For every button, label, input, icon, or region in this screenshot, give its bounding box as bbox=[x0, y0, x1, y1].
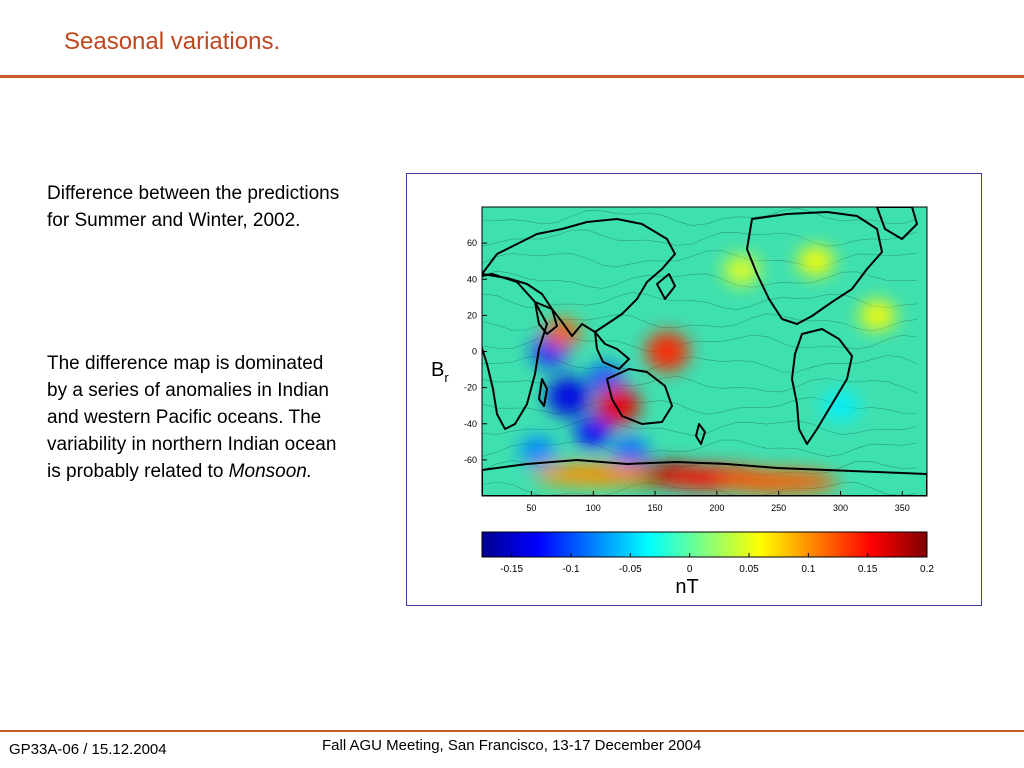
y-tick-label: 40 bbox=[467, 274, 477, 284]
anomaly-blob bbox=[822, 390, 859, 421]
coastline-madagascar bbox=[538, 378, 548, 407]
anomaly-blob bbox=[723, 255, 760, 286]
colorbar-tick-label: 0.2 bbox=[920, 564, 934, 575]
x-tick-label: 50 bbox=[526, 503, 536, 513]
anomaly-blob bbox=[544, 318, 581, 349]
colorbar-tick-label: 0.15 bbox=[858, 564, 878, 575]
anomaly-blob bbox=[546, 376, 591, 417]
coastline-greenland bbox=[876, 207, 918, 240]
map-plot-area bbox=[482, 207, 927, 496]
colorbar-tick-label: 0 bbox=[687, 564, 693, 575]
anomaly-blob bbox=[575, 417, 612, 448]
x-tick-label: 300 bbox=[833, 503, 848, 513]
anomaly-layer bbox=[519, 246, 896, 494]
coastline-africa bbox=[482, 273, 548, 430]
coastline-australia bbox=[606, 368, 673, 425]
map-figure: 50 100 150 200 250 300 350 60 40 20 0 -20 -40 -60 Br… bbox=[406, 173, 982, 606]
contour-line bbox=[482, 270, 918, 289]
variable-label: Br bbox=[431, 359, 449, 385]
contour-line bbox=[482, 313, 918, 332]
coastline-south-america bbox=[791, 328, 853, 445]
variable-symbol: B bbox=[431, 359, 444, 381]
colorbar-tick-label: 0.1 bbox=[801, 564, 815, 575]
coastline-southeast-asia bbox=[594, 331, 630, 370]
contour-line bbox=[482, 207, 918, 226]
contour-line bbox=[482, 229, 918, 247]
description-paragraph: Difference between the predictions for S… bbox=[47, 183, 340, 231]
coastline-europe-asia bbox=[482, 218, 676, 337]
session-code: GP33A-06 / 15.12.2004 bbox=[9, 741, 167, 758]
x-tick-label: 250 bbox=[771, 503, 786, 513]
contour-line bbox=[482, 292, 918, 311]
x-tick-label: 100 bbox=[586, 503, 601, 513]
anomaly-blob bbox=[645, 331, 690, 372]
y-tick-label: 60 bbox=[467, 238, 477, 248]
colorbar bbox=[481, 531, 928, 558]
anomaly-blob bbox=[533, 462, 654, 487]
x-tick-label: 350 bbox=[895, 503, 910, 513]
colorbar-unit: nT bbox=[675, 576, 698, 598]
coastlines bbox=[482, 207, 927, 496]
anomaly-blob bbox=[519, 435, 556, 466]
y-tick-label: 0 bbox=[472, 347, 477, 357]
analysis-text: The difference map is dominated by a ser… bbox=[47, 353, 337, 482]
y-tick-label: -40 bbox=[464, 419, 477, 429]
monsoon-emphasis: Monsoon. bbox=[228, 461, 313, 482]
slide-title: Seasonal variations. bbox=[64, 28, 281, 55]
coastline-antarctica bbox=[482, 459, 927, 496]
colorbar-tick-label: -0.05 bbox=[619, 564, 642, 575]
y-tick-label: 20 bbox=[467, 310, 477, 320]
contour-line bbox=[482, 250, 918, 268]
meeting-info: Fall AGU Meeting, San Francisco, 13-17 D… bbox=[322, 737, 702, 754]
anomaly-blob bbox=[595, 385, 640, 426]
coastline-arabia bbox=[534, 301, 558, 335]
x-tick-label: 200 bbox=[709, 503, 724, 513]
colorbar-tick-label: -0.15 bbox=[500, 564, 523, 575]
coastline-north-america bbox=[746, 211, 883, 325]
map-y-axis: 60 40 20 0 -20 -40 -60 bbox=[464, 238, 487, 465]
colorbar-tick-label: 0.05 bbox=[739, 564, 759, 575]
anomaly-blob bbox=[718, 469, 839, 494]
colorbar-tick-label: -0.1 bbox=[562, 564, 580, 575]
x-tick-label: 150 bbox=[648, 503, 663, 513]
variable-subscript: r bbox=[444, 370, 449, 385]
header-divider bbox=[0, 75, 1024, 78]
contour-line bbox=[482, 418, 918, 436]
colorbar-ticks: -0.15 -0.1 -0.05 0 0.05 0.1 0.15 0.2 bbox=[500, 553, 934, 575]
analysis-paragraph: The difference map is dominated by a ser… bbox=[47, 350, 347, 485]
footer-divider bbox=[0, 730, 1024, 732]
y-tick-label: -20 bbox=[464, 383, 477, 393]
anomaly-blob bbox=[859, 300, 896, 331]
coastline-new-zealand bbox=[695, 423, 706, 445]
coastline-japan bbox=[656, 273, 676, 300]
y-tick-label: -60 bbox=[464, 455, 477, 465]
anomaly-blob bbox=[612, 435, 649, 466]
map-x-axis: 50 100 150 200 250 300 350 bbox=[526, 491, 910, 513]
anomaly-blob bbox=[797, 246, 834, 277]
